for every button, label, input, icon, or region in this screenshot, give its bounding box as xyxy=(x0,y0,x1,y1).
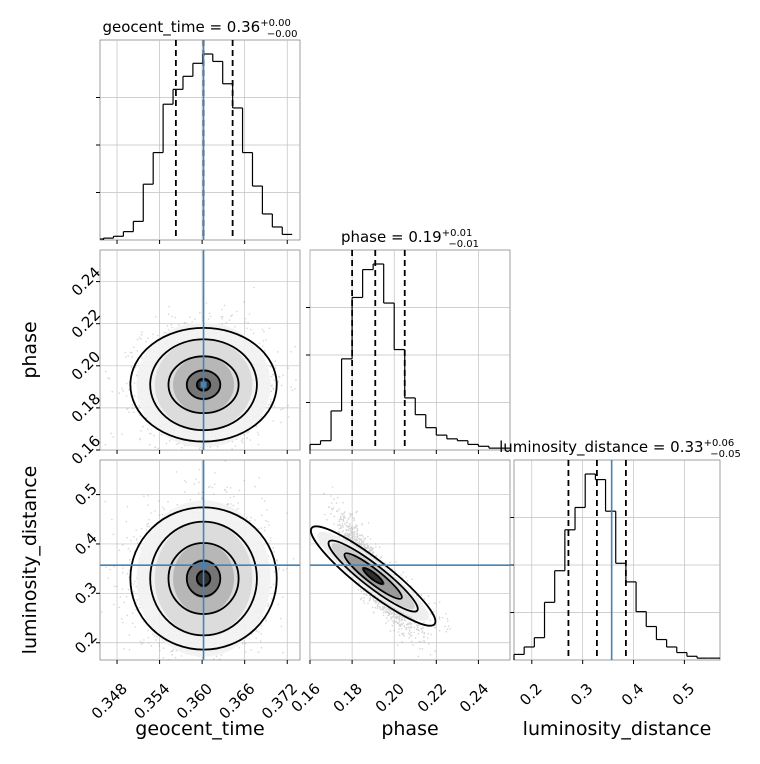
x-tick-label: 0.3 xyxy=(567,680,597,710)
contour-0 xyxy=(310,525,437,627)
scatter-panel-phase-vs-geocent_time xyxy=(96,249,301,454)
panel-title-phase: phase = 0.19+0.01 −0.01 xyxy=(341,228,479,250)
x-axis-label-luminosity_distance: luminosity_distance xyxy=(523,718,712,740)
y-tick-label: 0.20 xyxy=(68,348,104,384)
hist-frame-phase xyxy=(309,249,511,451)
hist-frame-geocent_time xyxy=(99,39,301,241)
density-level-3 xyxy=(361,566,385,586)
y-axis-label-luminosity_distance: luminosity_distance xyxy=(19,466,41,655)
x-tick-label: 0.24 xyxy=(456,680,492,716)
x-tick-label: 0.5 xyxy=(669,680,699,710)
contour-1 xyxy=(327,539,419,613)
y-axis-label-phase: phase xyxy=(19,321,41,378)
x-tick-label: 0.22 xyxy=(414,680,450,716)
contour-2 xyxy=(343,552,403,600)
x-tick-label: 0.354 xyxy=(130,680,173,723)
panel-title-luminosity_distance: luminosity_distance = 0.33+0.06 −0.05 xyxy=(499,438,741,460)
hist-frame-luminosity_distance xyxy=(513,459,721,661)
panel-title-geocent_time: geocent_time = 0.36+0.00 −0.00 xyxy=(103,18,298,40)
y-tick-label: 0.24 xyxy=(68,263,104,299)
x-tick-label: 0.4 xyxy=(618,680,648,710)
panel-content xyxy=(100,250,300,450)
y-tick-label: 0.16 xyxy=(68,432,104,468)
x-tick-label: 0.360 xyxy=(173,680,216,723)
x-axis-label-geocent_time: geocent_time xyxy=(135,718,264,740)
x-tick-label: 0.366 xyxy=(215,680,258,723)
y-tick-label: 0.2 xyxy=(71,628,101,658)
panel-content xyxy=(100,460,300,660)
y-tick-label: 0.3 xyxy=(71,579,101,609)
y-tick-label: 0.22 xyxy=(68,306,104,342)
x-tick-label: 0.348 xyxy=(88,680,131,723)
scatter-panel-luminosity_distance-vs-phase xyxy=(309,459,511,664)
x-tick-label: 0.2 xyxy=(516,680,546,710)
panel-content xyxy=(310,460,510,660)
y-tick-label: 0.18 xyxy=(68,390,104,426)
scatter-panel-luminosity_distance-vs-geocent_time xyxy=(96,459,301,664)
truth-marker xyxy=(200,562,207,569)
x-axis-label-phase: phase xyxy=(381,718,438,740)
y-tick-label: 0.5 xyxy=(71,480,101,510)
x-tick-label: 0.20 xyxy=(372,680,408,716)
x-tick-label: 0.18 xyxy=(330,680,366,716)
hist-panel-luminosity_distance: luminosity_distance = 0.33+0.06 −0.05 xyxy=(499,438,741,664)
contour-3 xyxy=(362,567,384,585)
hist-panel-phase: phase = 0.19+0.01 −0.01 xyxy=(306,228,511,454)
truth-marker xyxy=(200,381,207,388)
y-tick-label: 0.4 xyxy=(71,529,101,559)
hist-panel-geocent_time: geocent_time = 0.36+0.00 −0.00 xyxy=(96,18,301,244)
